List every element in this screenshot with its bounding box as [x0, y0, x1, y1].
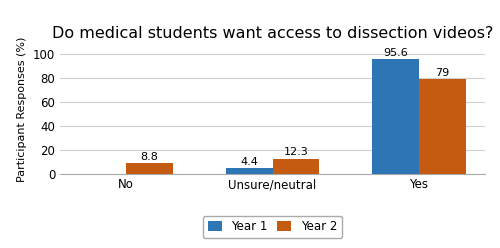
Title: Do medical students want access to dissection videos?: Do medical students want access to disse… — [52, 26, 493, 41]
Bar — [272, 159, 320, 174]
Text: 8.8: 8.8 — [140, 152, 158, 162]
Text: 95.6: 95.6 — [383, 48, 408, 58]
Bar — [226, 168, 272, 174]
Bar — [419, 79, 466, 174]
Text: 79: 79 — [435, 68, 450, 78]
Y-axis label: Participant Responses (%): Participant Responses (%) — [18, 36, 28, 182]
Bar — [372, 60, 419, 174]
Legend: Year 1, Year 2: Year 1, Year 2 — [203, 216, 342, 238]
Text: 4.4: 4.4 — [240, 157, 258, 167]
Text: 12.3: 12.3 — [284, 148, 308, 157]
Bar — [126, 163, 173, 174]
